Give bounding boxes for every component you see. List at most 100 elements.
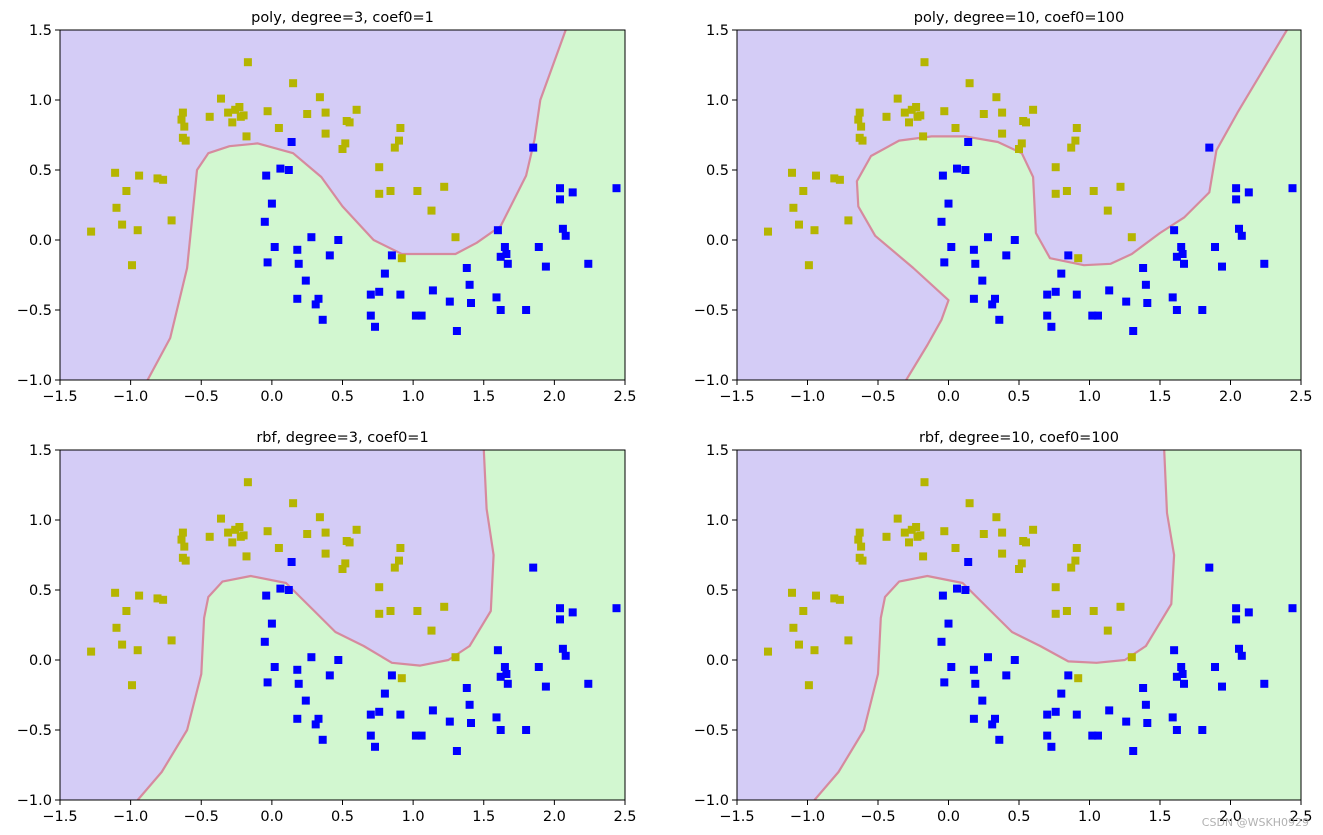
point-class0 — [835, 595, 844, 604]
point-class0 — [239, 531, 248, 540]
point-class1 — [940, 678, 949, 687]
point-class1 — [556, 615, 564, 624]
point-class0 — [135, 591, 144, 600]
point-class0 — [830, 174, 839, 183]
x-tick-label: −1.5 — [42, 389, 77, 405]
point-class0 — [395, 556, 403, 565]
x-tick-label: 2.5 — [613, 809, 636, 825]
y-tick-label: 1.5 — [29, 443, 52, 459]
point-class1 — [556, 604, 564, 613]
point-class1 — [937, 217, 946, 226]
point-class1 — [1143, 719, 1152, 727]
subplot-title: rbf, degree=3, coef0=1 — [256, 430, 428, 446]
y-tick-label: −0.5 — [17, 303, 52, 319]
point-class1 — [1043, 731, 1052, 740]
point-class1 — [1237, 651, 1246, 660]
y-tick-label: −0.5 — [694, 723, 729, 739]
point-class0 — [1127, 233, 1136, 242]
point-class0 — [181, 136, 190, 145]
point-class0 — [916, 531, 925, 540]
y-tick-label: 0.0 — [706, 233, 729, 249]
region-class1 — [147, 30, 625, 380]
y-tick-label: 1.0 — [706, 513, 729, 529]
point-class0 — [789, 623, 798, 632]
point-class0 — [451, 233, 460, 242]
point-class1 — [995, 735, 1004, 744]
point-class1 — [311, 300, 320, 309]
x-tick-label: −1.5 — [719, 389, 754, 405]
point-class0 — [217, 94, 225, 103]
point-class1 — [944, 199, 953, 208]
point-class1 — [940, 258, 949, 267]
point-class0 — [205, 532, 214, 541]
point-class1 — [1072, 290, 1081, 299]
point-class1 — [452, 327, 461, 335]
point-class0 — [810, 226, 819, 235]
point-class0 — [900, 528, 909, 537]
point-class1 — [584, 679, 593, 688]
point-class1 — [1057, 269, 1066, 278]
point-class0 — [177, 535, 186, 544]
point-class0 — [799, 187, 808, 195]
point-class1 — [612, 604, 621, 613]
point-class0 — [440, 182, 449, 191]
x-tick-label: −0.5 — [184, 389, 219, 405]
x-tick-label: 0.0 — [260, 809, 283, 825]
point-class1 — [325, 251, 334, 260]
point-class1 — [366, 311, 375, 320]
point-class1 — [371, 742, 379, 751]
point-class1 — [314, 294, 323, 303]
point-class1 — [1122, 297, 1131, 306]
point-class1 — [971, 679, 980, 688]
point-class1 — [411, 731, 420, 740]
point-class1 — [396, 710, 405, 719]
region-class1 — [856, 30, 1301, 380]
point-class0 — [1062, 187, 1071, 195]
point-class1 — [947, 663, 956, 671]
decision-boundary — [136, 450, 495, 800]
point-class0 — [1015, 145, 1023, 153]
point-class0 — [795, 640, 803, 649]
point-class0 — [804, 681, 813, 690]
x-tick-label: −1.0 — [790, 809, 825, 825]
point-class1 — [1168, 293, 1177, 302]
point-class1 — [1232, 604, 1241, 613]
point-class0 — [940, 107, 949, 116]
point-class0 — [390, 563, 399, 572]
watermark: CSDN @WSKH0929 — [1201, 816, 1309, 829]
point-class0 — [1127, 653, 1136, 662]
point-class0 — [159, 595, 168, 604]
point-class1 — [1170, 646, 1179, 655]
point-class1 — [1211, 663, 1219, 671]
point-class0 — [395, 136, 403, 145]
point-class0 — [205, 112, 214, 121]
point-class1 — [284, 166, 293, 174]
point-class1 — [1237, 231, 1246, 240]
point-class1 — [1051, 707, 1060, 716]
point-class1 — [262, 591, 271, 600]
point-class0 — [375, 609, 384, 618]
point-class1 — [1064, 251, 1073, 260]
point-class1 — [1170, 226, 1179, 235]
point-class1 — [947, 243, 956, 251]
point-class1 — [558, 224, 567, 233]
point-class1 — [584, 259, 593, 268]
point-class0 — [180, 122, 189, 131]
point-class0 — [1051, 583, 1060, 592]
point-class0 — [905, 118, 913, 127]
x-tick-label: 2.5 — [1289, 389, 1312, 405]
point-class1 — [568, 608, 577, 617]
point-class1 — [496, 726, 505, 734]
point-class1 — [284, 586, 293, 594]
point-class0 — [855, 108, 864, 117]
point-class1 — [953, 164, 961, 173]
point-class1 — [467, 719, 475, 727]
point-class1 — [534, 663, 543, 671]
point-class0 — [178, 108, 187, 117]
point-class1 — [502, 670, 511, 678]
point-class1 — [1088, 731, 1097, 740]
point-class1 — [522, 306, 531, 314]
point-class1 — [1139, 264, 1148, 272]
point-class1 — [1141, 280, 1150, 289]
point-class1 — [984, 653, 992, 662]
